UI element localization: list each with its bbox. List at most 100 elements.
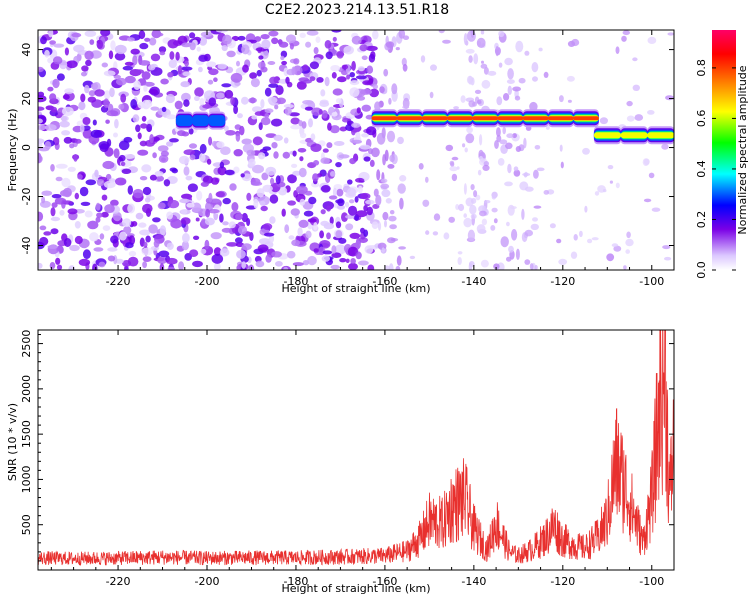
noise-blob bbox=[183, 166, 190, 176]
band-blob bbox=[495, 45, 499, 57]
noise-blob bbox=[110, 199, 119, 207]
x-tick-label: -120 bbox=[550, 275, 575, 288]
noise-blob bbox=[158, 250, 170, 258]
noise-blob bbox=[44, 141, 52, 150]
band-blob bbox=[508, 245, 514, 253]
noise-blob bbox=[157, 145, 169, 152]
band-blob bbox=[381, 189, 391, 198]
noise-blob bbox=[222, 34, 232, 45]
noise-blob bbox=[100, 30, 111, 37]
colorbar-tick-label: 0.6 bbox=[695, 110, 708, 128]
noise-blob bbox=[96, 179, 105, 187]
noise-blob bbox=[322, 250, 333, 255]
noise-blob bbox=[131, 221, 138, 227]
faint-blob bbox=[420, 55, 426, 63]
faint-blob bbox=[425, 230, 430, 235]
band-blob bbox=[515, 248, 520, 260]
noise-blob bbox=[151, 32, 164, 37]
feature-segment bbox=[192, 115, 209, 127]
faint-blob bbox=[664, 256, 672, 261]
noise-blob bbox=[102, 225, 111, 232]
noise-blob bbox=[357, 185, 363, 194]
noise-blob bbox=[306, 30, 319, 36]
band-blob bbox=[381, 178, 388, 183]
noise-blob bbox=[73, 44, 85, 53]
noise-blob bbox=[71, 32, 82, 38]
x-tick-label: -140 bbox=[461, 575, 486, 588]
noise-blob bbox=[38, 262, 43, 269]
colorbar-tick-label: 0.8 bbox=[695, 59, 708, 77]
noise-blob bbox=[118, 103, 125, 110]
noise-blob bbox=[199, 98, 205, 107]
faint-blob bbox=[388, 97, 392, 105]
noise-blob bbox=[293, 58, 300, 65]
noise-blob bbox=[356, 95, 366, 101]
noise-blob bbox=[60, 115, 69, 122]
colorbar-tick-label: 0.4 bbox=[695, 160, 708, 178]
noise-blob bbox=[50, 216, 61, 222]
noise-blob bbox=[132, 114, 140, 123]
noise-blob bbox=[345, 214, 355, 219]
noise-blob bbox=[237, 35, 246, 41]
noise-blob bbox=[233, 166, 240, 174]
faint-blob bbox=[571, 38, 580, 47]
noise-blob bbox=[121, 168, 132, 174]
noise-blob bbox=[215, 191, 225, 198]
band-blob bbox=[373, 188, 379, 197]
faint-blob bbox=[388, 215, 397, 222]
band-blob bbox=[515, 146, 522, 152]
noise-blob bbox=[92, 119, 97, 126]
noise-blob bbox=[363, 156, 371, 162]
noise-blob bbox=[38, 118, 43, 124]
noise-blob bbox=[118, 140, 130, 151]
band-blob bbox=[499, 139, 508, 145]
noise-blob bbox=[304, 106, 313, 111]
faint-blob bbox=[402, 105, 410, 109]
noise-blob bbox=[281, 208, 286, 217]
noise-blob bbox=[273, 151, 279, 159]
noise-blob bbox=[69, 143, 75, 149]
noise-blob bbox=[138, 222, 147, 228]
noise-blob bbox=[87, 96, 97, 103]
noise-blob bbox=[281, 60, 287, 66]
noise-blob bbox=[264, 87, 272, 97]
faint-blob bbox=[513, 169, 521, 177]
noise-blob bbox=[184, 60, 190, 67]
noise-blob bbox=[130, 48, 140, 55]
faint-blob bbox=[609, 180, 614, 184]
faint-blob bbox=[667, 32, 674, 36]
spectrogram-features bbox=[175, 109, 674, 145]
noise-blob bbox=[361, 55, 368, 61]
faint-blob bbox=[661, 143, 669, 150]
noise-blob bbox=[329, 125, 340, 134]
noise-blob bbox=[213, 77, 218, 82]
band-blob bbox=[387, 164, 395, 169]
band-blob bbox=[493, 263, 500, 270]
feature-segment bbox=[548, 116, 574, 121]
noise-blob bbox=[206, 158, 212, 165]
noise-blob bbox=[74, 221, 81, 229]
faint-blob bbox=[559, 95, 564, 103]
noise-blob bbox=[69, 244, 80, 252]
noise-blob bbox=[106, 110, 119, 117]
faint-blob bbox=[606, 253, 615, 262]
noise-blob bbox=[320, 209, 326, 215]
noise-blob bbox=[271, 37, 279, 45]
noise-blob bbox=[211, 253, 224, 264]
noise-blob bbox=[292, 262, 304, 267]
noise-blob bbox=[174, 100, 183, 110]
y-tick-label: 1500 bbox=[20, 420, 33, 448]
faint-blob bbox=[457, 257, 462, 265]
noise-blob bbox=[177, 65, 183, 75]
x-tick-label: -200 bbox=[195, 575, 220, 588]
faint-blob bbox=[512, 86, 521, 92]
noise-blob bbox=[38, 106, 45, 111]
spectrogram-x-label: Height of straight line (km) bbox=[281, 282, 430, 295]
noise-blob bbox=[64, 47, 69, 56]
faint-blob bbox=[464, 147, 468, 153]
noise-blob bbox=[311, 181, 320, 188]
noise-blob bbox=[44, 49, 50, 58]
noise-blob bbox=[365, 199, 375, 205]
noise-blob bbox=[321, 255, 330, 262]
noise-blob bbox=[219, 213, 224, 223]
